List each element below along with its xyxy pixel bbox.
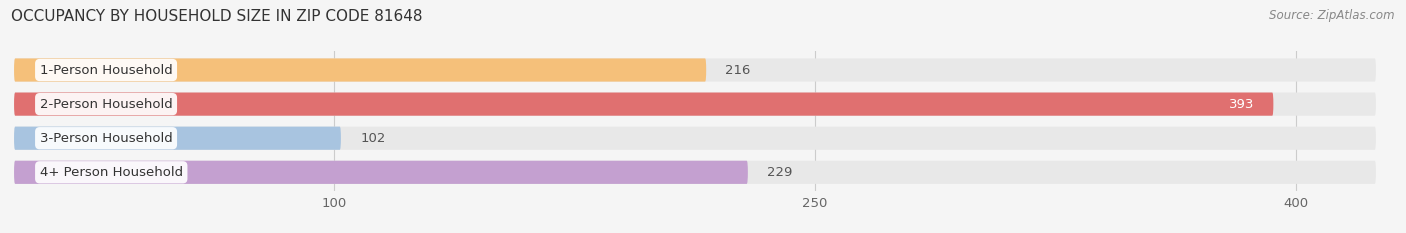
- Text: 3-Person Household: 3-Person Household: [39, 132, 173, 145]
- FancyBboxPatch shape: [14, 58, 706, 82]
- Text: 393: 393: [1229, 98, 1254, 111]
- Text: 216: 216: [725, 64, 751, 76]
- FancyBboxPatch shape: [14, 127, 340, 150]
- FancyBboxPatch shape: [14, 93, 1274, 116]
- Text: OCCUPANCY BY HOUSEHOLD SIZE IN ZIP CODE 81648: OCCUPANCY BY HOUSEHOLD SIZE IN ZIP CODE …: [11, 9, 423, 24]
- Text: 229: 229: [768, 166, 793, 179]
- Text: Source: ZipAtlas.com: Source: ZipAtlas.com: [1270, 9, 1395, 22]
- Text: 2-Person Household: 2-Person Household: [39, 98, 173, 111]
- FancyBboxPatch shape: [14, 161, 748, 184]
- FancyBboxPatch shape: [14, 127, 1376, 150]
- FancyBboxPatch shape: [14, 161, 1376, 184]
- Text: 4+ Person Household: 4+ Person Household: [39, 166, 183, 179]
- Text: 102: 102: [360, 132, 385, 145]
- FancyBboxPatch shape: [14, 58, 1376, 82]
- FancyBboxPatch shape: [14, 93, 1376, 116]
- Text: 1-Person Household: 1-Person Household: [39, 64, 173, 76]
